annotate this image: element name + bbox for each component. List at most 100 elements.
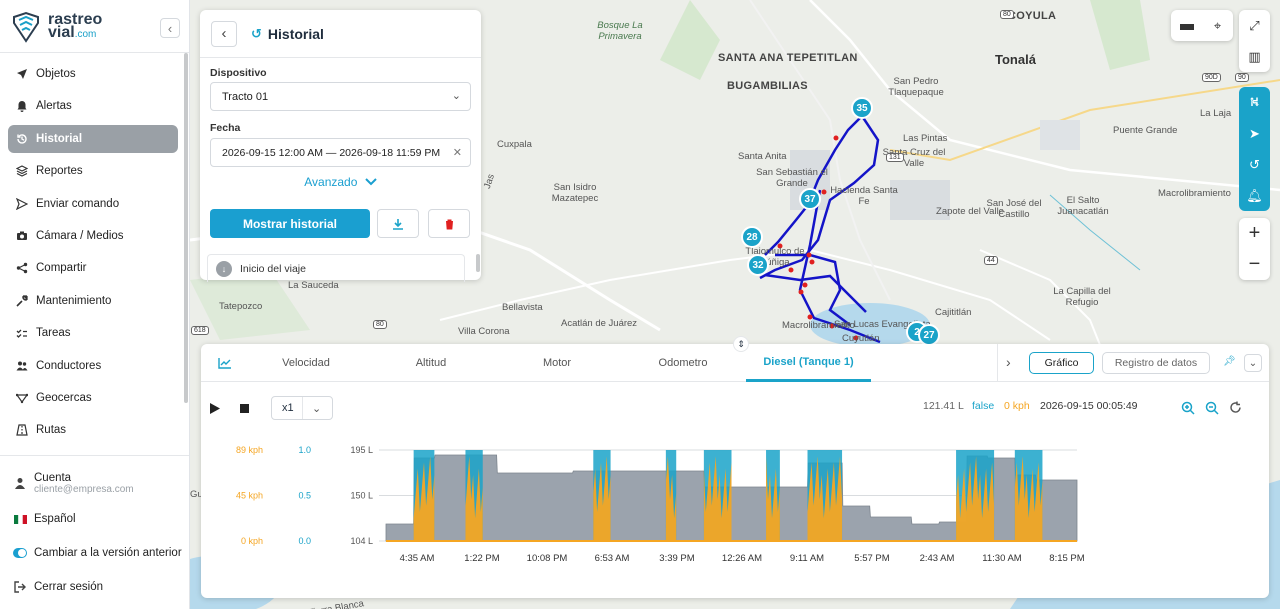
x-tick-label: 5:57 PM <box>854 553 889 564</box>
fuel-tick-label: 195 L <box>350 445 373 455</box>
resize-handle[interactable]: ⇕ <box>733 336 749 352</box>
account-menu[interactable]: Cuenta cliente@empresa.com <box>8 468 183 498</box>
zoom-in-button[interactable]: + <box>1239 218 1270 249</box>
zoom-out-icon[interactable] <box>1205 401 1219 415</box>
map-label: San José del Castillo <box>986 198 1042 220</box>
wrench-icon <box>15 294 29 308</box>
alerts-toggle[interactable]: 🔔︎ <box>1239 180 1270 211</box>
sidebar-item-reportes[interactable]: Reportes <box>8 157 178 185</box>
download-button[interactable] <box>377 209 419 238</box>
map-label: La Sauceda <box>288 280 339 291</box>
chart-icon-tab[interactable] <box>211 344 239 382</box>
sidebar-item-historial[interactable]: Historial <box>8 124 178 153</box>
legacy-version-toggle[interactable]: Cambiar a la versión anterior <box>8 536 183 570</box>
sidebar-scrollbar[interactable] <box>184 53 188 403</box>
date-range-input[interactable]: 2026-09-15 12:00 AM — 2026-09-18 11:59 P… <box>210 138 471 167</box>
device-select[interactable]: Tracto 01 ⌄ <box>210 82 471 111</box>
speed-trace <box>1014 456 1043 541</box>
map-cluster-marker[interactable]: 28 <box>741 226 763 248</box>
crosshair-icon: ⌖ <box>1213 17 1222 33</box>
x-tick-label: 9:11 AM <box>790 553 824 564</box>
plus-icon: + <box>1248 222 1261 244</box>
map-label: COYULA <box>1008 10 1057 22</box>
zoom-out-button[interactable]: − <box>1239 249 1270 280</box>
history-toggle[interactable]: ↺ <box>1239 149 1270 180</box>
sidebar-item-compartir[interactable]: Compartir <box>8 254 178 282</box>
reset-zoom-icon[interactable] <box>1229 401 1242 414</box>
sidebar-item-label: Objetos <box>36 68 76 80</box>
map-cluster-marker[interactable]: 27 <box>918 324 940 346</box>
data-log-button[interactable]: Registro de datos <box>1102 352 1210 374</box>
chevron-down-icon[interactable]: ⌄ <box>1244 354 1262 372</box>
map-label: Zapote del Valle <box>936 206 1004 217</box>
sidebar-item-alertas[interactable]: Alertas <box>8 92 178 120</box>
traffic-toggle[interactable]: ⛕ <box>1239 87 1270 118</box>
logout-button[interactable]: Cerrar sesión <box>8 570 183 604</box>
sidebar-item-label: Mantenimiento <box>36 294 112 307</box>
map-label: Hacienda Santa Fe <box>830 185 898 207</box>
zoom-controls: + − <box>1239 218 1270 280</box>
advanced-toggle[interactable]: Avanzado <box>200 175 481 189</box>
logout-icon <box>13 581 27 593</box>
chevron-right-icon[interactable]: › <box>1006 354 1011 370</box>
history-panel-scrollbar[interactable] <box>476 254 480 272</box>
x-tick-label: 2:43 AM <box>920 553 955 564</box>
speed-trace <box>665 456 677 541</box>
logo[interactable]: rastreo vial.com <box>10 10 102 44</box>
show-history-button[interactable]: Mostrar historial <box>210 209 370 238</box>
sidebar-item-conductores[interactable]: Conductores <box>8 352 178 380</box>
playback-speed-select[interactable]: x1 ⌄ <box>271 396 333 420</box>
send-icon <box>15 197 29 211</box>
map-label: Villa Corona <box>458 326 510 337</box>
tab-velocidad[interactable]: Velocidad <box>282 357 330 369</box>
pin-icon[interactable]: 📌︎ <box>1223 356 1236 367</box>
sidebar-item-geocercas[interactable]: Geocercas <box>8 384 178 412</box>
language-selector[interactable]: Español <box>8 502 183 536</box>
sidebar-item-tareas[interactable]: Tareas <box>8 319 178 347</box>
tab-motor[interactable]: Motor <box>542 357 572 369</box>
ruler-button[interactable] <box>1171 10 1202 41</box>
map-cluster-marker[interactable]: 32 <box>747 254 769 276</box>
sidebar-item-label: Conductores <box>36 359 102 372</box>
map-cluster-marker[interactable]: 37 <box>799 188 821 210</box>
map-label: San Lucas Evangelista <box>834 319 931 330</box>
sidebar-item-rutas[interactable]: Rutas <box>8 416 178 444</box>
sidebar-nav: Objetos Alertas Historial Reportes Enviar co… <box>8 60 178 449</box>
chevron-down-icon <box>365 178 377 186</box>
tab-diesel[interactable]: Diesel (Tanque 1) <box>746 344 871 382</box>
camera-icon <box>15 229 29 243</box>
graph-view-button[interactable]: Gráfico <box>1029 352 1094 374</box>
back-button[interactable]: ‹ <box>211 20 237 47</box>
sidebar-item-label: Alertas <box>36 100 72 113</box>
route-icon <box>15 423 29 437</box>
fullscreen-button[interactable]: ⤢ <box>1239 10 1270 41</box>
share-icon <box>15 261 29 275</box>
delete-button[interactable] <box>428 209 470 238</box>
zoom-in-icon[interactable] <box>1181 401 1195 415</box>
sidebar-item-mantenimiento[interactable]: Mantenimiento <box>8 287 178 315</box>
play-icon[interactable] <box>210 403 220 414</box>
map-cluster-marker[interactable]: 35 <box>851 97 873 119</box>
device-select-value: Tracto 01 <box>222 90 269 103</box>
tab-odometro[interactable]: Odometro <box>658 357 708 369</box>
stop-icon[interactable] <box>240 404 249 413</box>
diesel-chart[interactable]: 89 kph 45 kph 0 kph 1.0 0.5 0.0 195 L 150 L 104 … <box>201 424 1269 598</box>
map-label: Puente Grande <box>1113 125 1178 136</box>
objects-toggle[interactable]: ➤ <box>1239 118 1270 149</box>
readout-fuel: 121.41 L <box>923 400 964 412</box>
brand-line2: vial <box>48 24 75 41</box>
ratio-tick-label: 0.5 <box>298 491 311 501</box>
speed-tick-label: 89 kph <box>236 445 263 455</box>
sidebar-item-label: Reportes <box>36 165 83 178</box>
locate-button[interactable]: ⌖ <box>1202 10 1233 41</box>
sidebar-item-objetos[interactable]: Objetos <box>8 60 178 88</box>
sidebar-item-c-mara-medios[interactable]: Cámara / Medios <box>8 222 178 250</box>
logo-mark-icon <box>13 11 39 43</box>
sidebar-item-enviar-comando[interactable]: Enviar comando <box>8 190 178 218</box>
clear-date-icon[interactable]: ✕ <box>452 146 462 159</box>
layers-icon <box>15 164 29 178</box>
tab-altitud[interactable]: Altitud <box>415 357 447 369</box>
collapse-sidebar-button[interactable]: ‹ <box>160 18 180 38</box>
map-layers-button[interactable]: ▥ <box>1239 41 1270 72</box>
trip-start-item[interactable]: ↓ Inicio del viaje <box>207 254 465 282</box>
